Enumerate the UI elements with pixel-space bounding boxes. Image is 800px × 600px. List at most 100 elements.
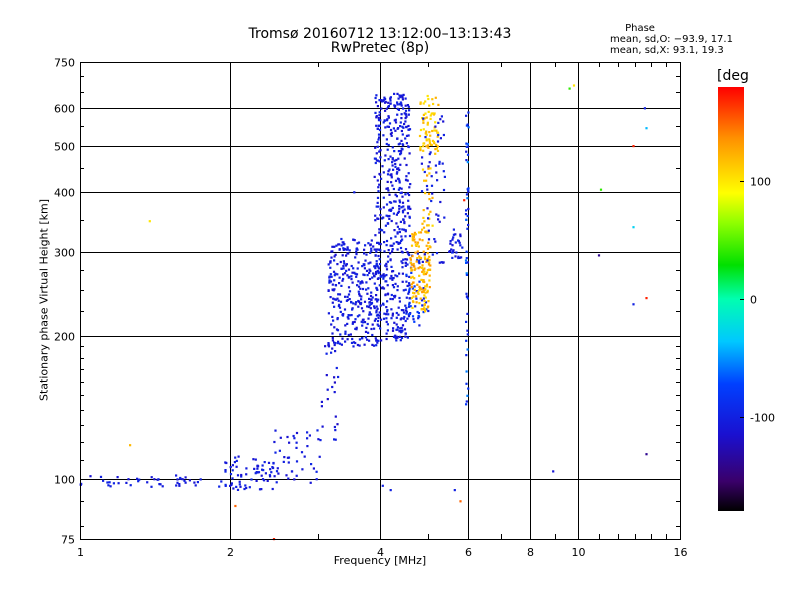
colorbar	[718, 87, 744, 511]
data-point	[390, 176, 393, 179]
data-point	[435, 252, 439, 255]
data-point	[407, 207, 410, 210]
data-point	[381, 229, 384, 232]
data-point	[423, 299, 426, 303]
data-point	[389, 155, 392, 158]
data-point	[391, 277, 394, 280]
x-tick-label: 4	[377, 546, 384, 559]
data-point	[426, 247, 430, 250]
data-point	[401, 266, 404, 269]
data-point	[404, 104, 407, 107]
data-point	[391, 278, 394, 281]
data-point	[337, 375, 340, 379]
data-point	[400, 206, 403, 209]
data-point	[377, 190, 380, 193]
data-point	[376, 323, 379, 326]
data-point	[410, 296, 413, 299]
data-point	[434, 152, 437, 155]
data-point	[352, 302, 355, 305]
data-point	[342, 265, 345, 268]
data-point	[397, 313, 400, 316]
data-point	[401, 280, 404, 283]
data-point	[345, 269, 348, 272]
data-point	[390, 265, 393, 268]
data-point	[337, 293, 340, 296]
data-point	[449, 240, 452, 243]
data-point	[427, 224, 430, 227]
data-point	[178, 483, 181, 486]
data-point	[330, 351, 333, 354]
data-point	[355, 253, 358, 256]
data-point	[406, 179, 409, 182]
data-point	[422, 287, 425, 290]
data-point	[404, 137, 407, 140]
data-point	[375, 101, 378, 104]
data-point	[396, 113, 399, 116]
data-point	[407, 113, 410, 116]
data-point	[333, 259, 336, 262]
data-point	[387, 313, 390, 316]
data-point	[331, 332, 334, 335]
data-point	[388, 209, 391, 212]
data-point	[465, 339, 468, 342]
data-point	[350, 275, 353, 278]
data-point	[175, 474, 178, 477]
data-point	[426, 289, 429, 292]
data-point	[465, 292, 468, 295]
data-point	[389, 102, 392, 105]
data-point	[404, 258, 407, 261]
data-point	[345, 254, 348, 257]
data-point	[316, 429, 319, 432]
x-tick-label: 1	[77, 546, 84, 559]
data-point	[466, 394, 469, 397]
data-point	[414, 241, 417, 244]
data-point	[367, 317, 370, 320]
data-point	[632, 303, 635, 306]
data-point	[295, 446, 298, 449]
data-point	[338, 306, 342, 309]
data-point	[378, 128, 382, 132]
data-point	[552, 470, 555, 473]
data-point	[290, 470, 294, 473]
data-point	[372, 245, 375, 248]
data-point	[89, 475, 92, 478]
data-point	[370, 247, 373, 250]
data-point	[363, 267, 366, 270]
data-point	[466, 143, 469, 146]
data-point	[465, 403, 468, 406]
data-point	[466, 123, 469, 126]
data-point	[465, 142, 468, 145]
data-point	[368, 311, 371, 314]
data-point	[378, 150, 381, 153]
y-tick-label: 75	[61, 534, 75, 547]
data-point	[416, 242, 419, 246]
data-point	[391, 250, 394, 253]
data-point	[342, 243, 345, 246]
data-point	[411, 315, 415, 318]
data-point	[572, 84, 576, 87]
data-point	[387, 116, 390, 119]
data-point	[346, 252, 349, 255]
data-point	[365, 281, 368, 284]
data-point	[379, 318, 383, 321]
data-point	[424, 272, 428, 276]
data-point	[384, 264, 387, 267]
data-point	[416, 257, 419, 260]
data-point	[425, 271, 429, 274]
data-point	[374, 214, 377, 217]
data-point	[420, 288, 423, 291]
data-point	[643, 107, 646, 110]
data-point	[465, 382, 468, 385]
data-point	[419, 149, 422, 152]
data-point	[436, 140, 440, 143]
data-point	[393, 150, 396, 153]
data-point	[431, 98, 434, 101]
data-point	[402, 309, 405, 312]
colorbar-tick-label: -100	[750, 412, 775, 425]
data-point	[389, 252, 392, 255]
data-point	[411, 237, 414, 240]
data-point	[295, 474, 298, 477]
data-point	[230, 482, 233, 485]
data-point	[428, 161, 431, 164]
